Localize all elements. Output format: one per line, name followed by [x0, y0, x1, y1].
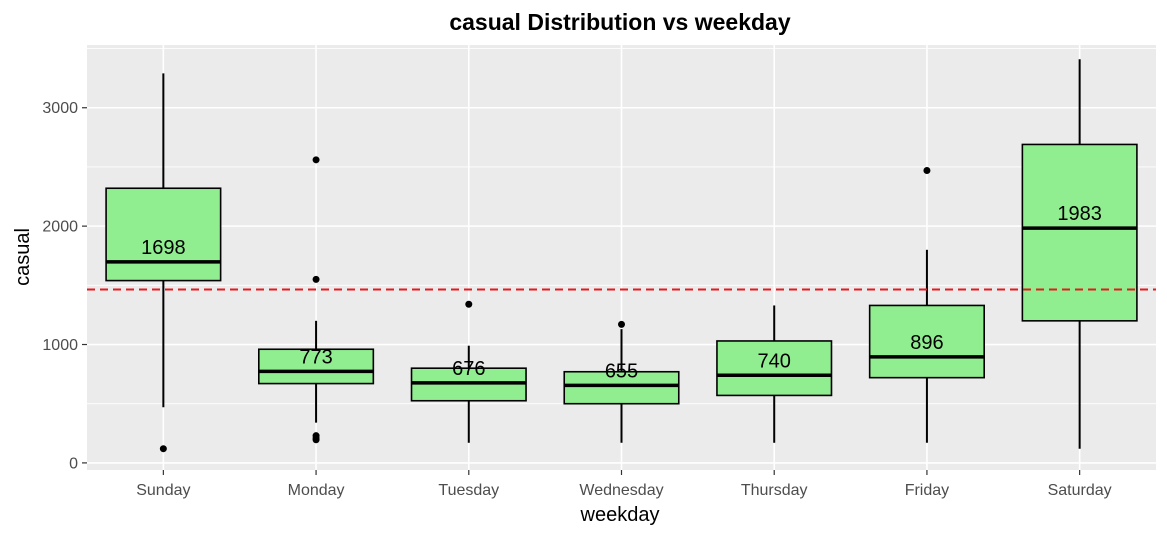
- outlier-point: [159, 445, 167, 453]
- y-tick-label: 3000: [42, 100, 78, 117]
- y-tick-label: 2000: [42, 219, 78, 236]
- box-body: [105, 187, 222, 282]
- box-monday: 773: [258, 156, 375, 444]
- median-label: 773: [299, 346, 332, 368]
- x-axis-title: weekday: [580, 504, 660, 526]
- x-tick-label: Thursday: [741, 482, 808, 499]
- box-thursday: 740: [716, 305, 833, 443]
- x-tick-label: Sunday: [136, 482, 190, 499]
- outlier-point: [465, 300, 473, 308]
- x-tick-label: Monday: [288, 482, 345, 499]
- outlier-point: [312, 436, 320, 444]
- box-sunday: 1698: [105, 73, 222, 453]
- box-wednesday: 655: [563, 320, 680, 443]
- median-label: 896: [910, 332, 943, 354]
- outlier-point: [312, 275, 320, 283]
- box-body: [716, 340, 833, 397]
- y-tick-label: 1000: [42, 337, 78, 354]
- box-body: [563, 370, 680, 405]
- box-body: [258, 348, 375, 385]
- x-tick-label: Tuesday: [438, 482, 499, 499]
- median-label: 740: [758, 350, 791, 372]
- x-tick-label: Saturday: [1048, 482, 1112, 499]
- median-label: 676: [452, 358, 485, 380]
- box-body: [868, 304, 985, 379]
- median-label: 1983: [1057, 203, 1102, 225]
- outlier-point: [312, 156, 320, 164]
- median-label: 655: [605, 360, 638, 382]
- y-axis-ticks: 0 1000 2000 3000: [42, 100, 87, 472]
- box-tuesday: 676: [410, 300, 527, 443]
- box-group: 1698 773 676 655 740 896 1983: [105, 59, 1138, 453]
- median-label: 1698: [141, 237, 186, 259]
- outlier-point: [923, 166, 931, 174]
- box-saturday: 1983: [1021, 59, 1138, 449]
- box-friday: 896: [868, 166, 985, 443]
- x-tick-label: Friday: [905, 482, 949, 499]
- outlier-point: [618, 320, 625, 328]
- x-axis-ticks: Sunday Monday Tuesday Wednesday Thursday Frid…: [136, 470, 1112, 499]
- box-body: [1021, 143, 1138, 322]
- y-tick-label: 0: [69, 455, 78, 472]
- x-tick-label: Wednesday: [579, 482, 663, 499]
- chart-title: casual Distribution vs weekday: [449, 9, 791, 35]
- y-axis-title: casual: [12, 228, 34, 286]
